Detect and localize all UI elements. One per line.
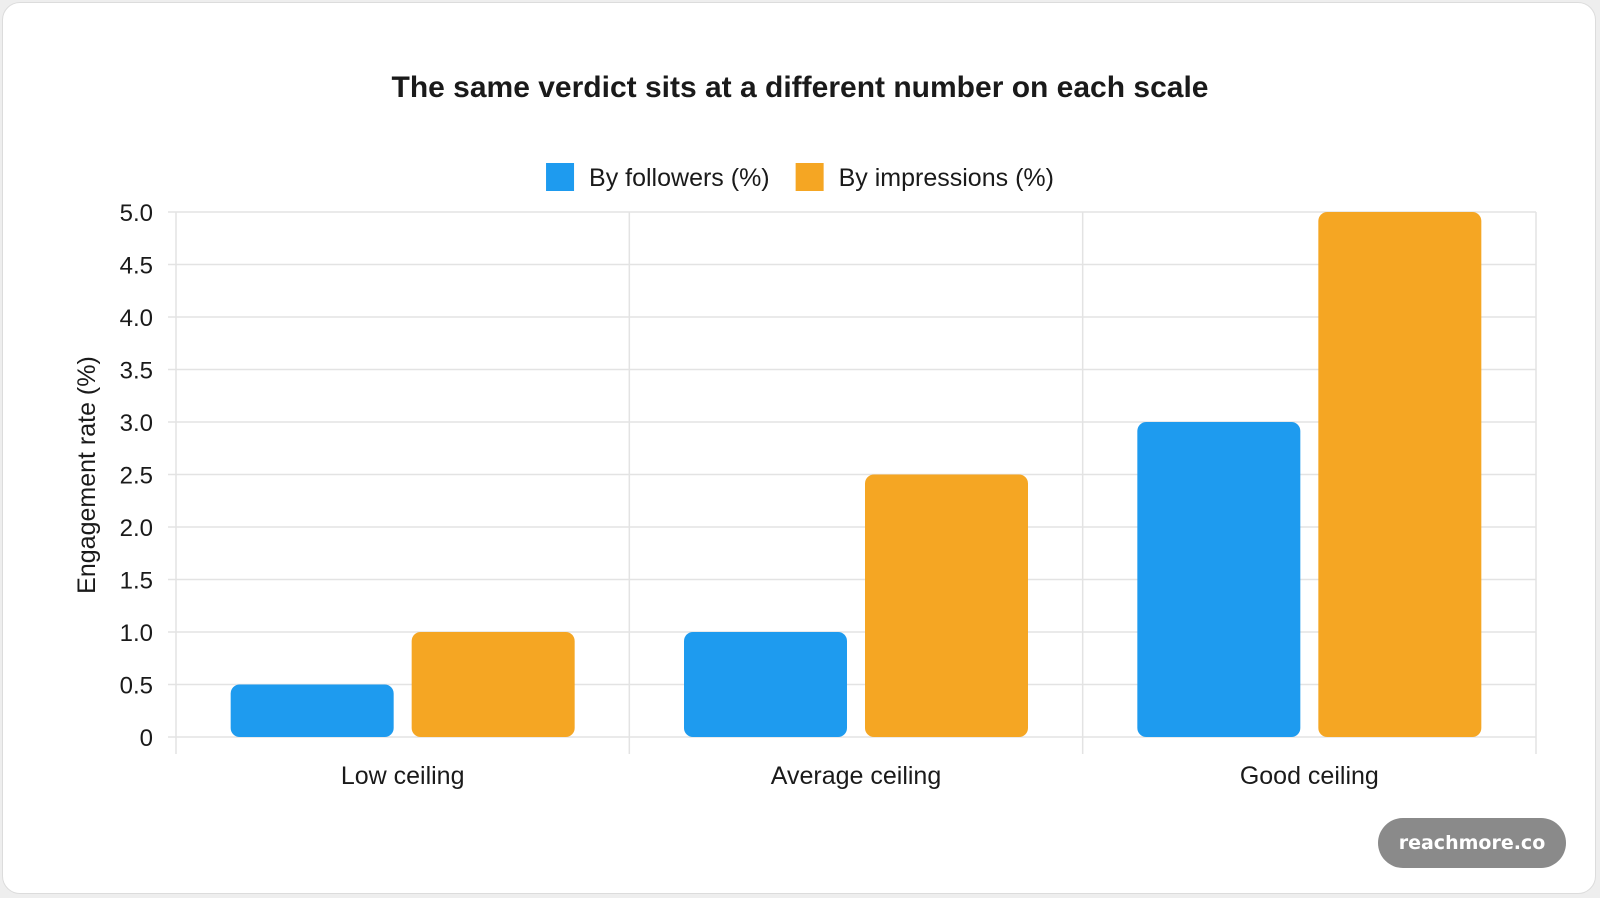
y-tick-label: 4.0 — [120, 305, 153, 332]
y-tick-label: 3.0 — [120, 410, 153, 437]
x-tick-label: Average ceiling — [771, 762, 941, 790]
y-axis: 0 0.5 1.0 1.5 2.0 2.5 3.0 3.5 4.0 4.5 5.0 — [120, 200, 153, 752]
x-tick-label: Good ceiling — [1240, 762, 1379, 790]
chart-grid — [168, 211, 1537, 754]
bar-impressions-3[interactable] — [1318, 212, 1482, 737]
chart-legend: By followers (%) By impressions (%) — [546, 163, 1054, 192]
y-tick-label: 0.5 — [120, 673, 153, 700]
y-tick-label: 3.5 — [120, 358, 153, 385]
y-axis-label: Engagement rate (%) — [73, 356, 101, 594]
y-tick-label: 1.0 — [120, 620, 153, 647]
y-tick-label: 5.0 — [120, 200, 153, 227]
chart-bars — [230, 212, 1482, 738]
y-tick-label: 2.0 — [120, 515, 153, 542]
bar-followers-1[interactable] — [230, 684, 394, 738]
bar-impressions-1[interactable] — [411, 632, 575, 737]
bar-followers-2[interactable] — [684, 632, 847, 737]
legend-label[interactable]: By followers (%) — [589, 164, 770, 192]
y-tick-label: 0 — [140, 725, 153, 752]
chart-title: The same verdict sits at a different num… — [392, 71, 1209, 104]
bar-followers-3[interactable] — [1137, 422, 1301, 737]
brand-badge[interactable]: reachmore.co — [1378, 818, 1566, 868]
y-tick-label: 2.5 — [120, 463, 153, 490]
x-tick-label: Low ceiling — [341, 762, 465, 790]
y-tick-label: 1.5 — [120, 568, 153, 595]
legend-label[interactable]: By impressions (%) — [839, 164, 1054, 192]
x-axis: Low ceiling Average ceiling Good ceiling — [341, 762, 1379, 790]
legend-swatch — [546, 163, 575, 191]
y-tick-label: 4.5 — [120, 253, 153, 280]
legend-swatch — [795, 163, 824, 191]
bar-impressions-2[interactable] — [865, 474, 1028, 738]
